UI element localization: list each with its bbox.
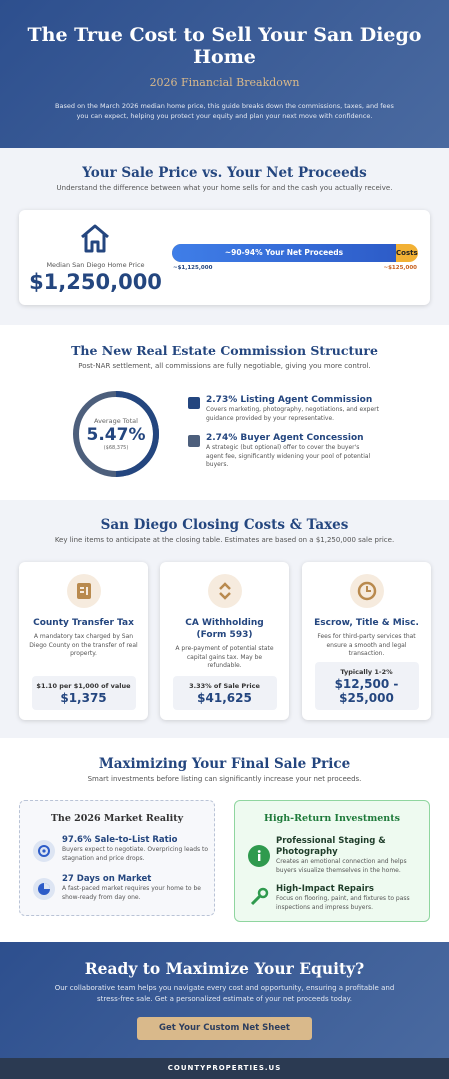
card-note: $1.10 per $1,000 of value <box>36 682 131 690</box>
footer: COUNTYPROPERTIES.US <box>0 1058 449 1079</box>
item-title: Professional Staging & Photography <box>276 836 386 857</box>
legend-item: 2.74% Buyer Agent Concession A strategic … <box>206 433 376 470</box>
intro: Based on the March 2026 median home pric… <box>55 102 394 120</box>
heading: Maximizing Your Final Sale Price <box>98 756 351 772</box>
icon <box>33 878 55 900</box>
icon <box>248 886 270 908</box>
item-title: 27 Days on Market <box>62 874 152 884</box>
subheading: Understand the difference between what y… <box>56 184 393 192</box>
market-item: 97.6% Sale-to-List Ratio Buyers expect to… <box>62 835 210 863</box>
price-card: Median San Diego Home Price $1,250,000 ~… <box>19 210 430 305</box>
donut-amount: ($68,375) <box>103 445 129 451</box>
legend-swatch <box>188 397 200 409</box>
icon <box>66 574 101 608</box>
market-item: 27 Days on Market A fast-paced market req… <box>62 874 210 902</box>
card-note: Typically 1-2% <box>340 668 393 676</box>
maximizing-section: Maximizing Your Final Sale Price Smart i… <box>0 738 449 942</box>
icon <box>33 840 55 862</box>
card-text: Fees for third-party services that ensur… <box>317 633 416 657</box>
card-title: County Transfer Tax <box>33 618 134 628</box>
subheading: Post-NAR settlement, all commissions are… <box>78 362 371 370</box>
cost-card: County Transfer Tax A mandatory tax char… <box>19 562 148 720</box>
cost-segment: Costs <box>396 249 418 257</box>
item-title: 2.73% Listing Agent Commission <box>206 395 373 405</box>
box-title: High-Return Investments <box>264 813 400 824</box>
icon <box>349 574 384 608</box>
cost-card: CA Withholding (Form 593) A pre-payment … <box>160 562 289 720</box>
card-text: A mandatory tax charged by San Diego Cou… <box>29 633 138 657</box>
subheading: Key line items to anticipate at the clos… <box>54 536 395 544</box>
item-text: Covers marketing, photography, negotiati… <box>206 406 379 422</box>
item-title: High-Impact Repairs <box>276 884 374 894</box>
legend-swatch <box>188 435 200 447</box>
subheading: Smart investments before listing can sig… <box>87 775 362 783</box>
proceeds-bar: ~90-94% Your Net Proceeds Costs <box>172 244 418 262</box>
net-amount: ~$1,125,000 <box>173 265 213 271</box>
heading: Your Sale Price vs. Your Net Proceeds <box>82 165 367 181</box>
sale-section: Your Sale Price vs. Your Net Proceeds Un… <box>0 148 449 325</box>
card-amount: $41,625 <box>197 691 252 705</box>
card-box: $1.10 per $1,000 of value $1,375 <box>31 676 136 710</box>
header: The True Cost to Sell Your San Diego Hom… <box>0 0 449 148</box>
cost-card: Escrow, Title & Misc. Fees for third-par… <box>302 562 431 720</box>
donut-value: 5.47% <box>86 425 146 445</box>
card-box: Typically 1-2% $12,500 - $25,000 <box>314 662 419 710</box>
box-title: The 2026 Market Reality <box>50 813 184 824</box>
price: $1,250,000 <box>29 270 162 294</box>
commission-section: The New Real Estate Commission Structure… <box>0 325 449 500</box>
donut <box>73 391 159 477</box>
item-title: 97.6% Sale-to-List Ratio <box>62 835 178 845</box>
cta-title: Ready to Maximize Your Equity? <box>84 959 365 978</box>
item-text: Creates an emotional connection and help… <box>276 858 407 874</box>
cta-button[interactable]: Get Your Custom Net Sheet <box>137 1017 312 1040</box>
investment-item: Professional Staging & Photography Create… <box>276 836 424 875</box>
item-text: A strategic (but optional) offer to cove… <box>206 444 371 468</box>
heading: San Diego Closing Costs & Taxes <box>100 517 349 533</box>
net-segment: ~90-94% Your Net Proceeds <box>172 244 396 262</box>
legend-item: 2.73% Listing Agent Commission Covers mar… <box>206 395 386 423</box>
title: The True Cost to Sell Your San Diego Hom… <box>27 24 422 68</box>
item-text: Buyers expect to negotiate. Overpricing … <box>62 846 209 862</box>
card-box: 3.33% of Sale Price $41,625 <box>172 676 277 710</box>
item-title: 2.74% Buyer Agent Concession <box>206 433 364 443</box>
cta-section: Ready to Maximize Your Equity? Our colla… <box>0 942 449 1058</box>
card-amount: $12,500 - $25,000 <box>334 677 399 705</box>
item-text: A fast-paced market requires your home t… <box>62 885 201 901</box>
heading: The New Real Estate Commission Structure <box>71 343 378 358</box>
card-note: 3.33% of Sale Price <box>189 682 260 690</box>
investments-box: High-Return Investments Professional Sta… <box>234 800 430 922</box>
card-text: A pre-payment of potential state capital… <box>175 645 274 669</box>
card-title: Escrow, Title & Misc. <box>314 618 419 628</box>
investment-item: High-Impact Repairs Focus on flooring, pa… <box>276 884 424 912</box>
item-text: Focus on flooring, paint, and fixtures t… <box>276 895 410 911</box>
card-title: CA Withholding (Form 593) <box>185 618 264 640</box>
house-icon <box>81 224 109 253</box>
donut-label: Average Total <box>94 417 138 425</box>
icon <box>248 845 270 867</box>
icon <box>207 574 242 608</box>
market-box: The 2026 Market Reality 97.6% Sale-to-Li… <box>19 800 215 916</box>
subtitle: 2026 Financial Breakdown <box>149 76 300 89</box>
price-label: Median San Diego Home Price <box>46 261 145 269</box>
card-amount: $1,375 <box>60 691 107 705</box>
cost-amount: ~$125,000 <box>383 265 418 271</box>
cta-text: Our collaborative team helps you navigat… <box>54 984 395 1003</box>
